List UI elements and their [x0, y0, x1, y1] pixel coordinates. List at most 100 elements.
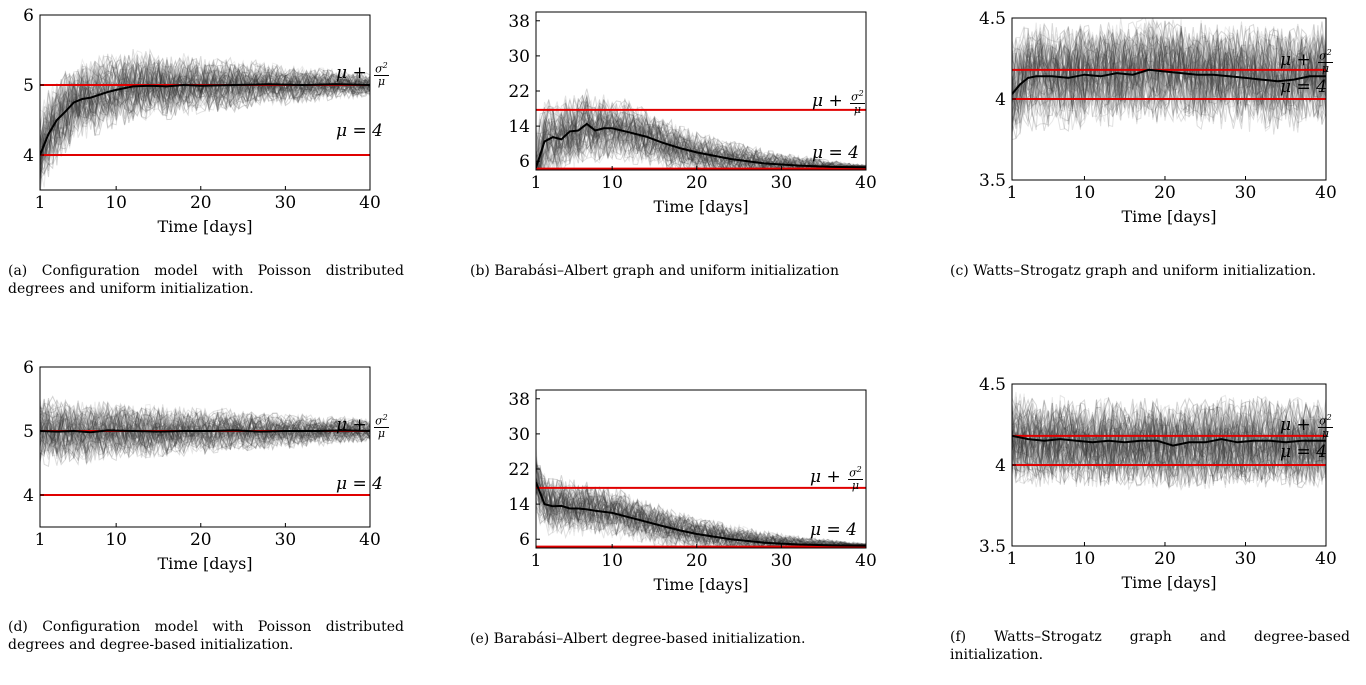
trajectory-line	[1012, 53, 1326, 129]
trajectory-line	[40, 418, 370, 460]
trajectory-line	[536, 467, 866, 548]
trajectory-line	[40, 407, 370, 447]
x-tick-label: 1	[531, 173, 542, 193]
mean-line	[40, 83, 370, 156]
x-tick-label: 30	[1235, 183, 1257, 203]
trajectory-line	[1012, 407, 1326, 468]
trajectory-line	[40, 61, 370, 152]
trajectory-line	[1012, 35, 1326, 109]
trajectory-line	[1012, 24, 1326, 94]
trajectory-line	[536, 481, 866, 548]
trajectory-line	[40, 420, 370, 462]
chart-d-label-lower: μ = 4	[336, 474, 383, 494]
trajectory-line	[1012, 409, 1326, 470]
trajectory-line	[1012, 37, 1326, 120]
trajectory-line	[1012, 48, 1326, 122]
trajectory-line	[536, 107, 866, 170]
y-tick-label: 6	[23, 358, 34, 378]
trajectory-line	[1012, 27, 1326, 98]
trajectory-line	[40, 60, 370, 142]
trajectory-line	[1012, 28, 1326, 97]
trajectory-line	[40, 406, 370, 446]
trajectory-line	[40, 65, 370, 166]
trajectory-line	[40, 60, 370, 179]
trajectory-line	[536, 499, 866, 548]
trajectory-line	[536, 488, 866, 548]
x-tick-label: 10	[601, 173, 623, 193]
trajectory-line	[1012, 416, 1326, 479]
trajectory-line	[1012, 426, 1326, 486]
trajectory-line	[40, 420, 370, 466]
x-tick-label: 40	[359, 193, 381, 213]
chart-b-label-upper: μ + σ2 μ	[812, 89, 865, 116]
trajectory-line	[536, 478, 866, 548]
trajectory-line	[1012, 391, 1326, 453]
trajectory-line	[536, 100, 866, 170]
trajectory-line	[40, 413, 370, 457]
trajectory-line	[536, 468, 866, 548]
x-tick-label: 20	[190, 530, 212, 550]
trajectory-line	[539, 118, 866, 170]
chart-f: 1 10 20 30 40 3.5 4 4.5 Time [days]	[960, 366, 1366, 592]
trajectory-line	[1012, 416, 1326, 477]
trajectory-line	[536, 486, 866, 548]
y-tick-label: 6	[23, 6, 34, 26]
x-tick-label: 40	[1315, 183, 1337, 203]
chart-b: 1 10 20 30 40 6 14 22 30 38 Time [days]	[470, 0, 900, 220]
trajectory-line	[536, 455, 866, 548]
x-tick-label: 20	[686, 173, 708, 193]
trajectory-line	[1012, 61, 1326, 135]
trajectory-line	[536, 480, 866, 548]
trajectory-line	[1012, 21, 1326, 111]
trajectory-line	[40, 402, 370, 449]
trajectory-line	[536, 99, 866, 169]
trajectory-line	[40, 53, 370, 131]
trajectory-line	[40, 58, 370, 159]
trajectory-line	[536, 477, 866, 548]
chart-b-label-lower: μ = 4	[812, 143, 859, 163]
chart-c-label-lower: μ = 4	[1280, 77, 1327, 97]
trajectory-line	[40, 75, 370, 166]
trajectory-line	[1012, 19, 1326, 93]
trajectory-line	[536, 95, 866, 168]
trajectory-line	[1012, 423, 1326, 482]
trajectory-line	[40, 52, 370, 131]
x-tick-label: 1	[35, 193, 46, 213]
x-tick-label: 1	[1007, 183, 1018, 203]
x-axis-label: Time [days]	[1121, 573, 1216, 592]
trajectory-line	[1012, 415, 1326, 475]
trajectory-line	[40, 414, 370, 458]
trajectory-line	[1012, 393, 1326, 456]
trajectory-line	[1012, 408, 1326, 467]
caption-e: (e) Barabási–Albert degree-based initial…	[470, 631, 806, 647]
trajectory-line	[1012, 54, 1326, 135]
trajectory-line	[40, 405, 370, 443]
trajectory-line	[536, 462, 866, 548]
y-tick-label: 4	[995, 90, 1006, 110]
chart-f-svg: 1 10 20 30 40 3.5 4 4.5 Time [days]	[979, 375, 1337, 592]
trajectory-line	[40, 415, 370, 454]
x-tick-label: 40	[1315, 549, 1337, 569]
chart-a-svg: 1 10 20 30 40 4 5 6 Time [days]	[23, 6, 381, 236]
chart-a-label-lower: μ = 4	[336, 121, 383, 141]
trajectory-line	[40, 421, 370, 458]
x-tick-label: 10	[105, 193, 127, 213]
mean-line	[1012, 434, 1326, 447]
trajectory-line	[40, 55, 370, 155]
trajectory-line	[536, 106, 866, 170]
trajectory-line	[537, 104, 866, 170]
trajectory-line	[536, 96, 866, 169]
trajectory-line	[546, 125, 866, 170]
chart-f-label-lower: μ = 4	[1280, 442, 1327, 462]
trajectory-line	[1012, 423, 1326, 487]
trajectory-line	[40, 77, 370, 169]
trajectory-line	[40, 399, 370, 440]
trajectory-line	[40, 413, 370, 454]
trajectory-line	[1012, 396, 1326, 457]
trajectory-line	[541, 120, 866, 170]
trajectory-line	[536, 464, 866, 548]
trajectory-line	[40, 417, 370, 461]
trajectory-line	[537, 94, 866, 170]
mean-line	[536, 122, 866, 169]
trajectory-line	[40, 400, 370, 441]
